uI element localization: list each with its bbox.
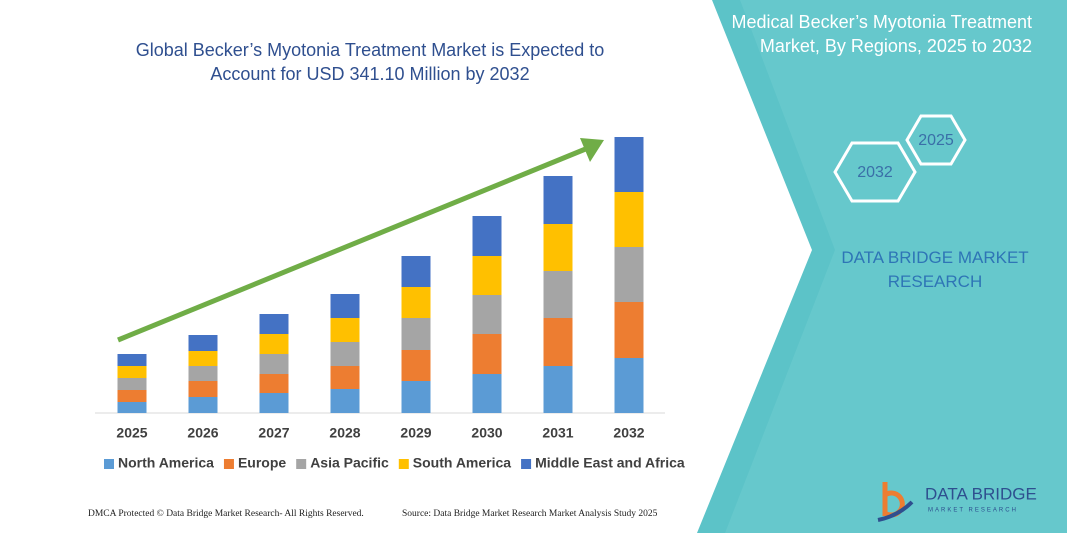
bar-segment — [543, 366, 573, 413]
trend-arrowhead — [580, 138, 604, 162]
bar-segment — [543, 176, 573, 224]
bar-segment — [259, 354, 289, 374]
legend-label: North America — [118, 455, 214, 471]
legend-label: Middle East and Africa — [535, 455, 685, 471]
bar-segment — [614, 302, 644, 358]
bar-segment — [543, 318, 573, 366]
logo-icon — [877, 500, 914, 522]
chart-title: Global Becker’s Myotonia Treatment Marke… — [135, 40, 605, 84]
bar-segment — [188, 366, 218, 381]
bar-segment — [188, 335, 218, 351]
trend-arrow — [117, 145, 589, 343]
bar-segment — [472, 334, 502, 374]
x-tick-label: 2025 — [116, 425, 147, 441]
bar-segment — [188, 351, 218, 366]
legend-swatch — [398, 459, 409, 469]
bar-segment — [117, 402, 147, 413]
bar-segment — [330, 366, 360, 389]
logo-tagline: MARKET RESEARCH — [928, 508, 1018, 514]
bar-segment — [614, 137, 644, 192]
bar-segment — [401, 287, 431, 318]
legend-label: Europe — [238, 455, 286, 471]
bar-segment — [259, 334, 289, 354]
legend-swatch — [223, 459, 234, 469]
bar-segment — [401, 381, 431, 413]
panel-title: Medical Becker’s Myotonia Treatment Mark… — [731, 12, 1032, 56]
bar-segment — [401, 318, 431, 350]
bar-segment — [472, 374, 502, 413]
x-tick-label: 2026 — [187, 425, 218, 441]
bar-segment — [117, 390, 147, 402]
bar-segment — [472, 216, 502, 256]
x-tick-label: 2031 — [542, 425, 573, 441]
bar-segment — [117, 354, 147, 366]
hexagon — [905, 114, 967, 166]
bar-segment — [259, 374, 289, 393]
x-tick-label: 2029 — [400, 425, 431, 441]
brand: DATA BRIDGE MARKET RESEARCH — [841, 248, 1029, 291]
legend-swatch — [296, 459, 307, 469]
bar-segment — [472, 295, 502, 334]
bar-segment — [330, 294, 360, 318]
hexagon — [833, 141, 917, 203]
legend-label: Asia Pacific — [310, 455, 389, 471]
x-tick-label: 2027 — [258, 425, 289, 441]
bar-segment — [259, 393, 289, 413]
bar-segment — [401, 350, 431, 381]
bar-segment — [330, 389, 360, 413]
bar-segment — [472, 256, 502, 295]
bar-segment — [543, 224, 573, 271]
footer-left: DMCA Protected © Data Bridge Market Rese… — [88, 509, 364, 519]
bar-segment — [614, 192, 644, 247]
bar-segment — [188, 397, 218, 413]
logo-name: DATA BRIDGE — [925, 484, 1037, 503]
bar-segment — [614, 358, 644, 413]
bar-segment — [543, 271, 573, 318]
x-tick-label: 2030 — [471, 425, 502, 441]
side-panel-band — [725, 0, 1067, 533]
bar-segment — [330, 342, 360, 366]
bar-segment — [117, 378, 147, 390]
x-tick-label: 2032 — [613, 425, 644, 441]
x-tick-label: 2028 — [329, 425, 360, 441]
footer-right: Source: Data Bridge Market Research Mark… — [402, 509, 658, 519]
bar-segment — [614, 247, 644, 302]
bar-segment — [188, 381, 218, 397]
bar-segment — [259, 314, 289, 334]
bar-segment — [330, 318, 360, 342]
legend-swatch — [104, 459, 114, 469]
hexagon-label: 2025 — [918, 132, 954, 149]
bar-segment — [117, 366, 147, 378]
bar-segment — [401, 256, 431, 287]
hexagon-label: 2032 — [857, 164, 893, 181]
legend-swatch — [521, 459, 532, 469]
legend-label: South America — [413, 455, 511, 471]
